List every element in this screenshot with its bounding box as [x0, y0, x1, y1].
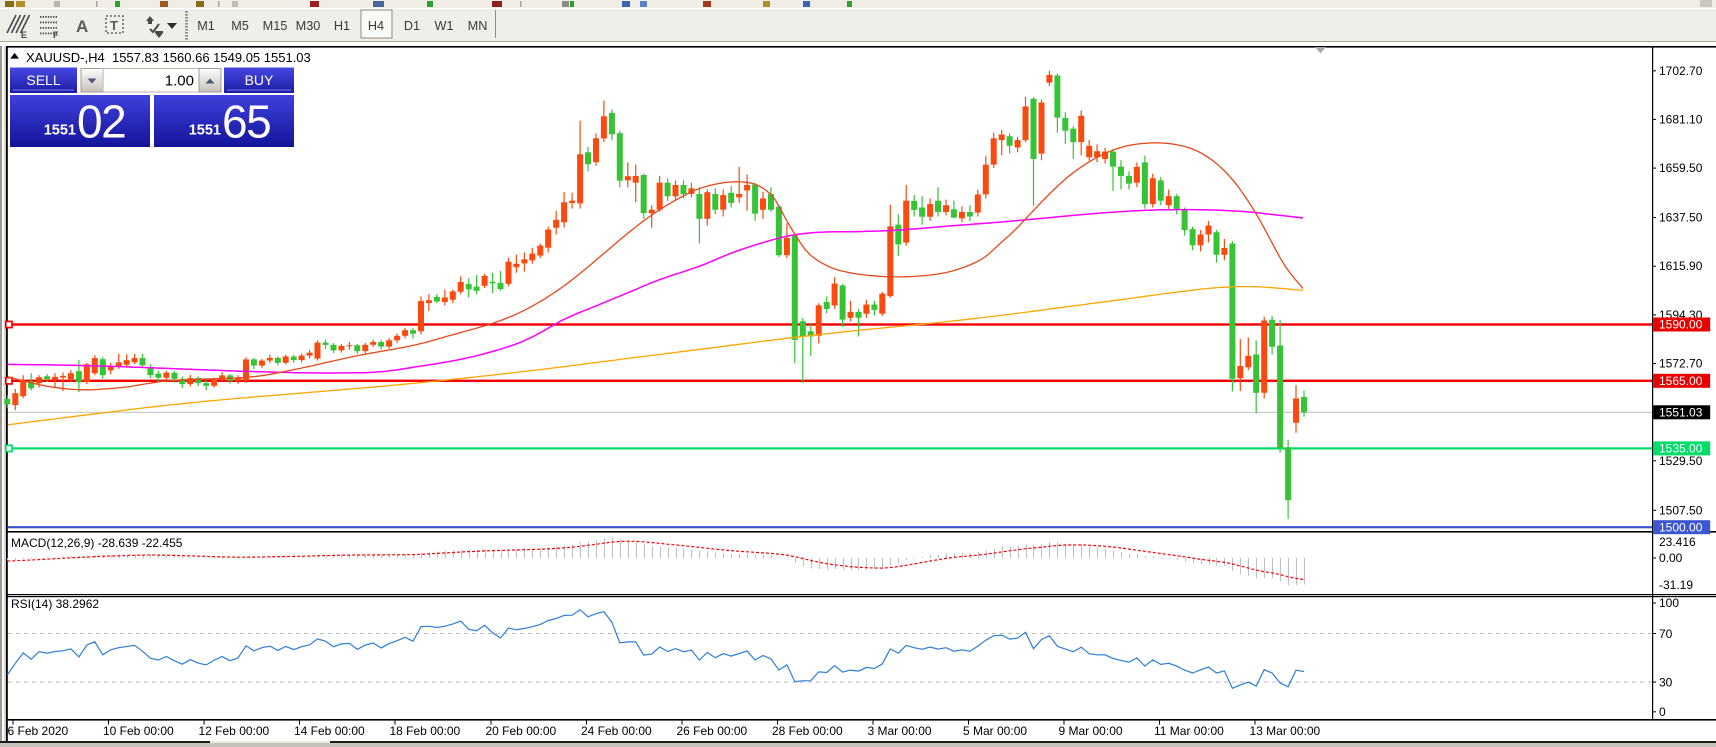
svg-text:F: F — [53, 30, 59, 40]
svg-text:1565.00: 1565.00 — [1659, 374, 1703, 388]
svg-text:65: 65 — [222, 96, 270, 148]
svg-text:1529.50: 1529.50 — [1659, 454, 1703, 468]
svg-text:1.00: 1.00 — [165, 73, 194, 90]
svg-text:1551.03: 1551.03 — [1659, 406, 1703, 420]
svg-text:0: 0 — [1659, 705, 1666, 719]
svg-text:M5: M5 — [231, 19, 249, 33]
svg-text:RSI(14) 38.2962: RSI(14) 38.2962 — [11, 597, 99, 611]
svg-text:5 Mar 00:00: 5 Mar 00:00 — [963, 724, 1027, 738]
svg-text:1535.00: 1535.00 — [1659, 442, 1703, 456]
svg-text:M30: M30 — [296, 19, 321, 33]
svg-text:18 Feb 00:00: 18 Feb 00:00 — [390, 724, 461, 738]
svg-text:1507.50: 1507.50 — [1659, 503, 1703, 517]
svg-text:1637.50: 1637.50 — [1659, 211, 1703, 225]
svg-text:1590.00: 1590.00 — [1659, 318, 1703, 332]
svg-text:9 Mar 00:00: 9 Mar 00:00 — [1059, 724, 1123, 738]
svg-text:1702.70: 1702.70 — [1659, 64, 1703, 78]
svg-text:D1: D1 — [404, 19, 420, 33]
svg-text:28 Feb 00:00: 28 Feb 00:00 — [772, 724, 843, 738]
svg-text:11 Mar 00:00: 11 Mar 00:00 — [1154, 724, 1224, 738]
svg-text:3 Mar 00:00: 3 Mar 00:00 — [868, 724, 932, 738]
svg-text:E: E — [21, 30, 27, 40]
svg-text:02: 02 — [77, 96, 125, 148]
svg-text:MACD(12,26,9) -28.639 -22.455: MACD(12,26,9) -28.639 -22.455 — [11, 536, 183, 550]
svg-text:1615.90: 1615.90 — [1659, 259, 1703, 273]
svg-text:1551: 1551 — [189, 123, 221, 139]
svg-text:1500.00: 1500.00 — [1659, 520, 1703, 534]
svg-text:W1: W1 — [434, 19, 453, 33]
svg-text:13 Mar 00:00: 13 Mar 00:00 — [1250, 724, 1321, 738]
svg-text:20 Feb 00:00: 20 Feb 00:00 — [486, 724, 557, 738]
svg-text:M1: M1 — [197, 19, 215, 33]
svg-text:1572.70: 1572.70 — [1659, 357, 1703, 371]
svg-text:12 Feb 00:00: 12 Feb 00:00 — [199, 724, 270, 738]
svg-text:23.416: 23.416 — [1659, 535, 1696, 549]
svg-text:30: 30 — [1659, 675, 1673, 689]
svg-text:H4: H4 — [368, 19, 384, 33]
svg-text:XAUUSD-,H4 1557.83 1560.66 15: XAUUSD-,H4 1557.83 1560.66 1549.05 1551.… — [26, 50, 311, 65]
svg-text:1551: 1551 — [44, 123, 76, 139]
svg-text:MN: MN — [468, 19, 488, 33]
svg-text:6 Feb 2020: 6 Feb 2020 — [8, 724, 69, 738]
svg-text:0.00: 0.00 — [1659, 551, 1683, 565]
svg-text:26 Feb 00:00: 26 Feb 00:00 — [677, 724, 748, 738]
svg-text:24 Feb 00:00: 24 Feb 00:00 — [581, 724, 652, 738]
svg-text:1681.10: 1681.10 — [1659, 112, 1703, 126]
svg-text:100: 100 — [1659, 596, 1679, 610]
svg-text:BUY: BUY — [245, 72, 274, 88]
svg-text:T: T — [110, 18, 118, 33]
svg-text:SELL: SELL — [26, 72, 60, 88]
svg-text:A: A — [76, 17, 88, 36]
svg-text:1659.50: 1659.50 — [1659, 161, 1703, 175]
svg-text:14 Feb 00:00: 14 Feb 00:00 — [294, 724, 365, 738]
svg-text:H1: H1 — [334, 19, 350, 33]
svg-text:10 Feb 00:00: 10 Feb 00:00 — [103, 724, 174, 738]
svg-text:70: 70 — [1659, 627, 1673, 641]
svg-text:-31.19: -31.19 — [1659, 578, 1693, 592]
svg-text:M15: M15 — [263, 19, 288, 33]
